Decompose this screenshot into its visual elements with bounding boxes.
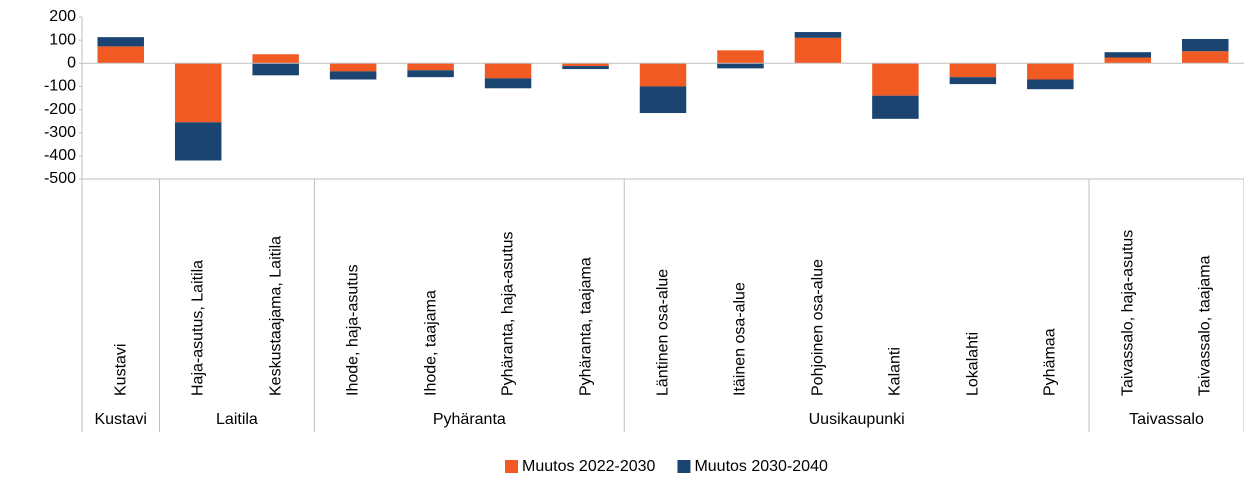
group-label: Kustavi: [94, 411, 146, 428]
group-label: Uusikaupunki: [809, 411, 905, 428]
bar: [174, 63, 222, 123]
bar: [1104, 57, 1152, 64]
category-label: Pyhäranta, haja-asutus: [499, 231, 517, 396]
category-label: Läntinen osa-alue: [654, 268, 672, 396]
bar: [484, 63, 532, 79]
bar: [97, 46, 144, 64]
bar: [1027, 63, 1074, 80]
category-label: Itäinen osa-alue: [731, 282, 749, 396]
bar: [562, 66, 609, 70]
group-label: Laitila: [216, 411, 258, 428]
bar: [407, 63, 454, 71]
group-label: Pyhäranta: [433, 411, 506, 428]
category-label: Keskustaajama, Laitila: [267, 235, 285, 396]
category-label: Kustavi: [112, 343, 130, 396]
y-tick-label: 200: [49, 8, 76, 25]
bar: [949, 63, 997, 78]
category-label: Lokalahti: [964, 331, 982, 396]
bar: [794, 37, 842, 64]
bar: [872, 63, 919, 96]
legend-label: Muutos 2030-2040: [694, 458, 828, 475]
y-tick-label: 100: [49, 31, 76, 48]
y-tick-label: -400: [44, 147, 76, 164]
legend-label: Muutos 2022-2030: [522, 458, 656, 475]
bar: [639, 86, 687, 114]
bar: [252, 54, 299, 64]
bar: [794, 32, 842, 38]
bar: [1182, 38, 1229, 52]
bar: [717, 50, 764, 64]
category-label: Pohjoinen osa-alue: [809, 259, 827, 396]
bar: [329, 71, 377, 80]
bar: [174, 122, 222, 161]
bar: [639, 63, 687, 87]
bar: [1182, 51, 1229, 64]
y-tick-label: 0: [67, 55, 76, 72]
bar: [97, 37, 144, 47]
bar: [1027, 79, 1074, 90]
category-label: Haja-asutus, Laitila: [189, 259, 207, 396]
y-tick-label: -200: [44, 101, 76, 118]
category-label: Pyhäranta, taajama: [577, 257, 595, 396]
bar: [484, 78, 532, 89]
category-label: Taivassalo, taajama: [1196, 255, 1214, 396]
group-label: Taivassalo: [1129, 411, 1204, 428]
y-tick-label: -100: [44, 78, 76, 95]
bar: [717, 63, 764, 69]
bar: [252, 63, 299, 76]
bar: [329, 63, 377, 72]
category-label: Ihode, taajama: [422, 290, 440, 396]
category-label: Ihode, haja-asutus: [344, 264, 362, 396]
bar: [949, 77, 997, 85]
bar: [1104, 52, 1152, 58]
bar: [407, 70, 454, 78]
legend-swatch: [505, 460, 518, 473]
y-tick-label: -300: [44, 124, 76, 141]
bar: [872, 95, 919, 119]
category-label: Kalanti: [886, 347, 904, 396]
bar: [562, 63, 609, 67]
category-label: Taivassalo, haja-asutus: [1119, 229, 1137, 396]
legend-swatch: [677, 460, 691, 473]
category-label: Pyhämaa: [1041, 328, 1059, 396]
y-tick-label: -500: [44, 170, 76, 187]
